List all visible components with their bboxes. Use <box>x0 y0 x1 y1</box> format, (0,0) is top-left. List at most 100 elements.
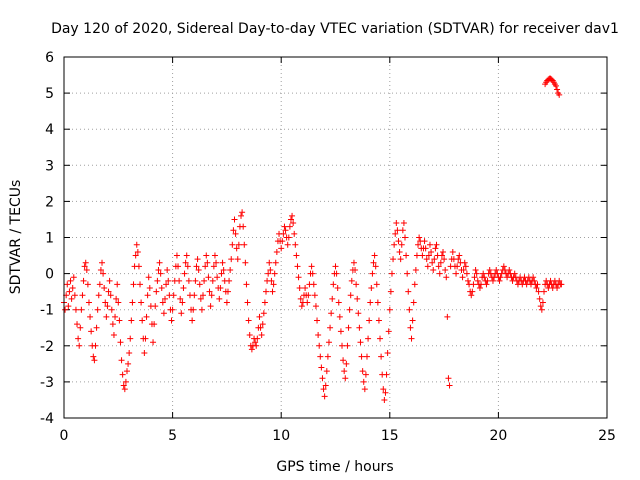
data-point <box>130 281 137 288</box>
data-point <box>193 263 200 270</box>
data-point <box>240 223 247 230</box>
data-point <box>195 266 202 273</box>
data-point <box>92 342 99 349</box>
data-point <box>238 212 245 219</box>
data-point <box>436 270 443 277</box>
data-point <box>75 335 82 342</box>
data-point <box>107 292 114 299</box>
data-point <box>455 256 462 263</box>
data-point <box>429 259 436 266</box>
data-point <box>330 281 337 288</box>
data-point <box>213 259 220 266</box>
data-point <box>180 285 187 292</box>
data-point <box>404 270 411 277</box>
data-point <box>310 281 317 288</box>
data-point <box>344 342 351 349</box>
data-point <box>386 306 393 313</box>
x-tick-label: 10 <box>272 428 290 444</box>
data-point <box>423 256 430 263</box>
data-point <box>353 281 360 288</box>
data-point <box>285 234 292 241</box>
y-tick-label: 2 <box>45 194 54 210</box>
data-point <box>295 274 302 281</box>
data-point <box>85 299 92 306</box>
data-point <box>554 285 561 292</box>
data-point <box>462 263 469 270</box>
data-point <box>198 306 205 313</box>
data-point <box>257 324 264 331</box>
data-point <box>210 263 217 270</box>
data-point <box>115 299 122 306</box>
data-point <box>534 281 541 288</box>
data-point <box>214 274 221 281</box>
data-point <box>538 306 545 313</box>
data-point <box>146 285 153 292</box>
data-point <box>367 299 374 306</box>
data-point <box>282 227 289 234</box>
data-point <box>137 281 144 288</box>
data-point <box>157 270 164 277</box>
data-point <box>158 285 165 292</box>
data-point <box>72 306 79 313</box>
data-point <box>463 270 470 277</box>
data-points <box>61 75 565 403</box>
data-point <box>449 248 456 255</box>
data-point <box>460 266 467 273</box>
data-point <box>206 288 213 295</box>
data-point <box>239 209 246 216</box>
data-point <box>95 292 102 299</box>
data-point <box>286 223 293 230</box>
data-point <box>358 353 365 360</box>
data-point <box>179 299 186 306</box>
data-point <box>430 266 437 273</box>
data-point <box>228 256 235 263</box>
data-point <box>446 382 453 389</box>
data-point <box>232 230 239 237</box>
data-point <box>273 248 280 255</box>
data-point <box>314 317 321 324</box>
data-point <box>164 266 171 273</box>
data-point <box>411 281 418 288</box>
data-point <box>531 277 538 284</box>
data-point <box>280 230 287 237</box>
data-point <box>108 306 115 313</box>
data-point <box>453 270 460 277</box>
data-point <box>208 292 215 299</box>
data-point <box>189 317 196 324</box>
data-point <box>220 266 227 273</box>
data-point <box>291 230 298 237</box>
data-point <box>437 259 444 266</box>
data-point <box>403 252 410 259</box>
data-point <box>94 306 101 313</box>
data-point <box>161 295 168 302</box>
data-point <box>106 277 113 284</box>
data-point <box>346 306 353 313</box>
data-point <box>156 259 163 266</box>
data-point <box>333 270 340 277</box>
data-point <box>118 357 125 364</box>
data-point <box>464 277 471 284</box>
data-point <box>69 285 76 292</box>
data-point <box>181 270 188 277</box>
data-point <box>407 324 414 331</box>
data-point <box>152 303 159 310</box>
data-point <box>384 350 391 357</box>
y-tick-label: 1 <box>45 231 54 247</box>
data-point <box>182 259 189 266</box>
data-point <box>388 270 395 277</box>
data-point <box>133 241 140 248</box>
data-point <box>109 321 116 328</box>
data-point <box>196 281 203 288</box>
data-point <box>318 364 325 371</box>
data-point <box>139 317 146 324</box>
data-point <box>408 335 415 342</box>
y-tick-label: 5 <box>45 86 54 102</box>
data-point <box>336 313 343 320</box>
data-point <box>93 324 100 331</box>
data-point <box>68 295 75 302</box>
data-point <box>428 248 435 255</box>
x-tick-label: 20 <box>489 428 507 444</box>
data-point <box>373 281 380 288</box>
data-point <box>192 277 199 284</box>
data-point <box>362 371 369 378</box>
